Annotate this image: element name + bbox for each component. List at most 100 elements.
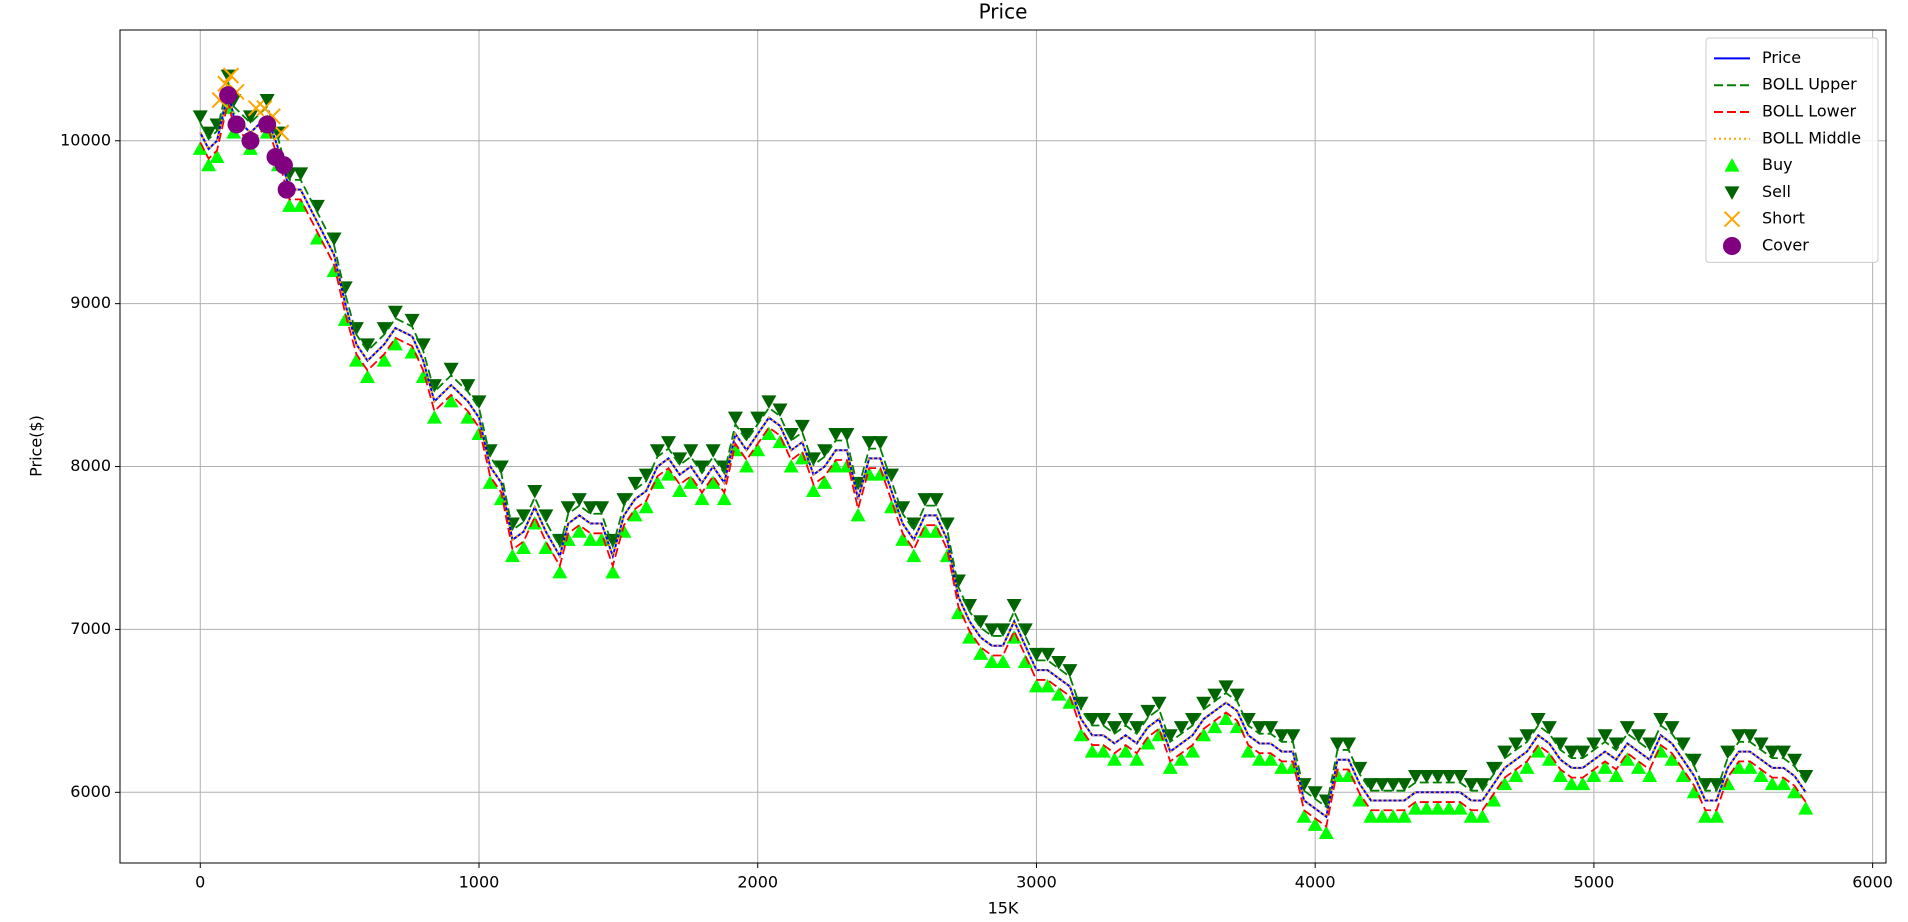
buy-marker xyxy=(1263,752,1279,766)
buy-marker xyxy=(516,540,532,554)
sell-marker xyxy=(727,411,743,426)
sell-marker xyxy=(1497,745,1513,760)
buy-marker xyxy=(861,467,877,481)
legend-label: Sell xyxy=(1762,182,1791,201)
sell-marker xyxy=(1419,770,1435,784)
cover-marker xyxy=(277,180,296,199)
buy-marker xyxy=(1240,744,1256,758)
sell-marker xyxy=(582,501,598,515)
buy-marker xyxy=(415,369,431,383)
sell-marker xyxy=(739,427,755,442)
buy-marker xyxy=(783,459,799,473)
buy-marker xyxy=(1419,801,1435,815)
buy-marker xyxy=(1787,784,1803,799)
sell-marker xyxy=(705,444,721,458)
buy-marker xyxy=(1352,792,1368,807)
sell-marker xyxy=(1552,737,1568,751)
sell-marker xyxy=(1764,745,1780,760)
sell-marker xyxy=(1084,713,1100,727)
buy-marker xyxy=(1051,687,1067,701)
sell-marker xyxy=(973,615,989,629)
sell-marker xyxy=(426,379,442,393)
sell-marker xyxy=(1385,778,1401,792)
buy-marker xyxy=(1630,760,1646,774)
buy-marker xyxy=(1697,809,1713,823)
x-axis-label: 15K xyxy=(988,899,1019,918)
buy-marker xyxy=(560,532,576,546)
sell-marker xyxy=(1173,721,1189,735)
sell-marker xyxy=(1686,753,1702,768)
legend-label: Price xyxy=(1762,48,1801,67)
sell-marker xyxy=(1630,729,1646,743)
sell-marker xyxy=(1642,737,1658,751)
buy-marker xyxy=(638,499,654,514)
sell-marker xyxy=(1073,696,1089,711)
buy-marker xyxy=(1408,801,1424,815)
cover-marker xyxy=(219,86,238,105)
legend-swatch xyxy=(1723,237,1741,255)
sell-marker xyxy=(1118,713,1134,727)
sell-marker xyxy=(1463,778,1479,792)
buy-marker xyxy=(1363,809,1379,823)
sell-marker xyxy=(1441,770,1457,784)
sell-marker xyxy=(1363,778,1379,792)
sell-marker xyxy=(1775,745,1791,760)
buy-marker xyxy=(1162,760,1178,774)
sell-marker xyxy=(220,69,236,84)
buy-marker xyxy=(683,475,699,489)
buy-marker xyxy=(1709,809,1725,823)
buy-marker xyxy=(1486,792,1502,807)
sell-marker xyxy=(694,460,710,475)
x-tick-label: 1000 xyxy=(459,873,500,892)
buy-marker xyxy=(1564,776,1580,791)
sell-marker xyxy=(805,452,821,466)
buy-marker xyxy=(1441,801,1457,815)
sell-marker xyxy=(1374,778,1390,792)
y-tick-label: 8000 xyxy=(70,456,111,475)
sell-marker xyxy=(348,322,364,336)
buy-marker xyxy=(1642,768,1658,783)
buy-marker xyxy=(750,442,766,457)
sell-marker xyxy=(616,493,632,507)
buy-marker xyxy=(694,491,710,506)
sell-marker xyxy=(527,484,543,499)
legend-label: Buy xyxy=(1762,155,1793,174)
buy-marker xyxy=(1608,768,1624,783)
sell-marker xyxy=(750,411,766,426)
buy-marker xyxy=(209,149,225,164)
buy-marker xyxy=(1106,752,1122,766)
sell-marker xyxy=(387,305,403,320)
buy-marker xyxy=(376,353,392,367)
short-marker xyxy=(272,124,290,141)
buy-marker xyxy=(794,450,810,465)
legend-box xyxy=(1705,37,1879,263)
buy-marker xyxy=(1218,711,1234,726)
buy-marker xyxy=(1541,752,1557,766)
sell-marker xyxy=(1508,737,1524,751)
sell-marker xyxy=(672,452,688,466)
legend-swatch xyxy=(1723,210,1741,228)
buy-marker xyxy=(504,548,520,563)
buy-marker xyxy=(1474,809,1490,823)
sell-marker xyxy=(1196,696,1212,711)
buy-marker xyxy=(1028,678,1044,693)
sell-marker xyxy=(1564,745,1580,760)
sell-marker xyxy=(1653,713,1669,727)
buy-marker xyxy=(1374,809,1390,823)
sell-marker xyxy=(293,167,309,181)
buy-marker xyxy=(538,540,554,554)
buy-marker xyxy=(1118,744,1134,758)
buy-marker xyxy=(582,532,598,546)
sell-marker xyxy=(1207,688,1223,703)
short-marker xyxy=(247,99,265,117)
sell-marker xyxy=(1798,770,1814,784)
sell-marker xyxy=(1251,721,1267,735)
buy-marker xyxy=(761,426,777,440)
buy-marker xyxy=(1129,752,1145,766)
buy-marker xyxy=(281,198,297,212)
sell-marker xyxy=(192,110,208,124)
buy-marker xyxy=(1497,776,1513,791)
buy-marker xyxy=(1173,752,1189,766)
sell-marker xyxy=(661,436,677,450)
